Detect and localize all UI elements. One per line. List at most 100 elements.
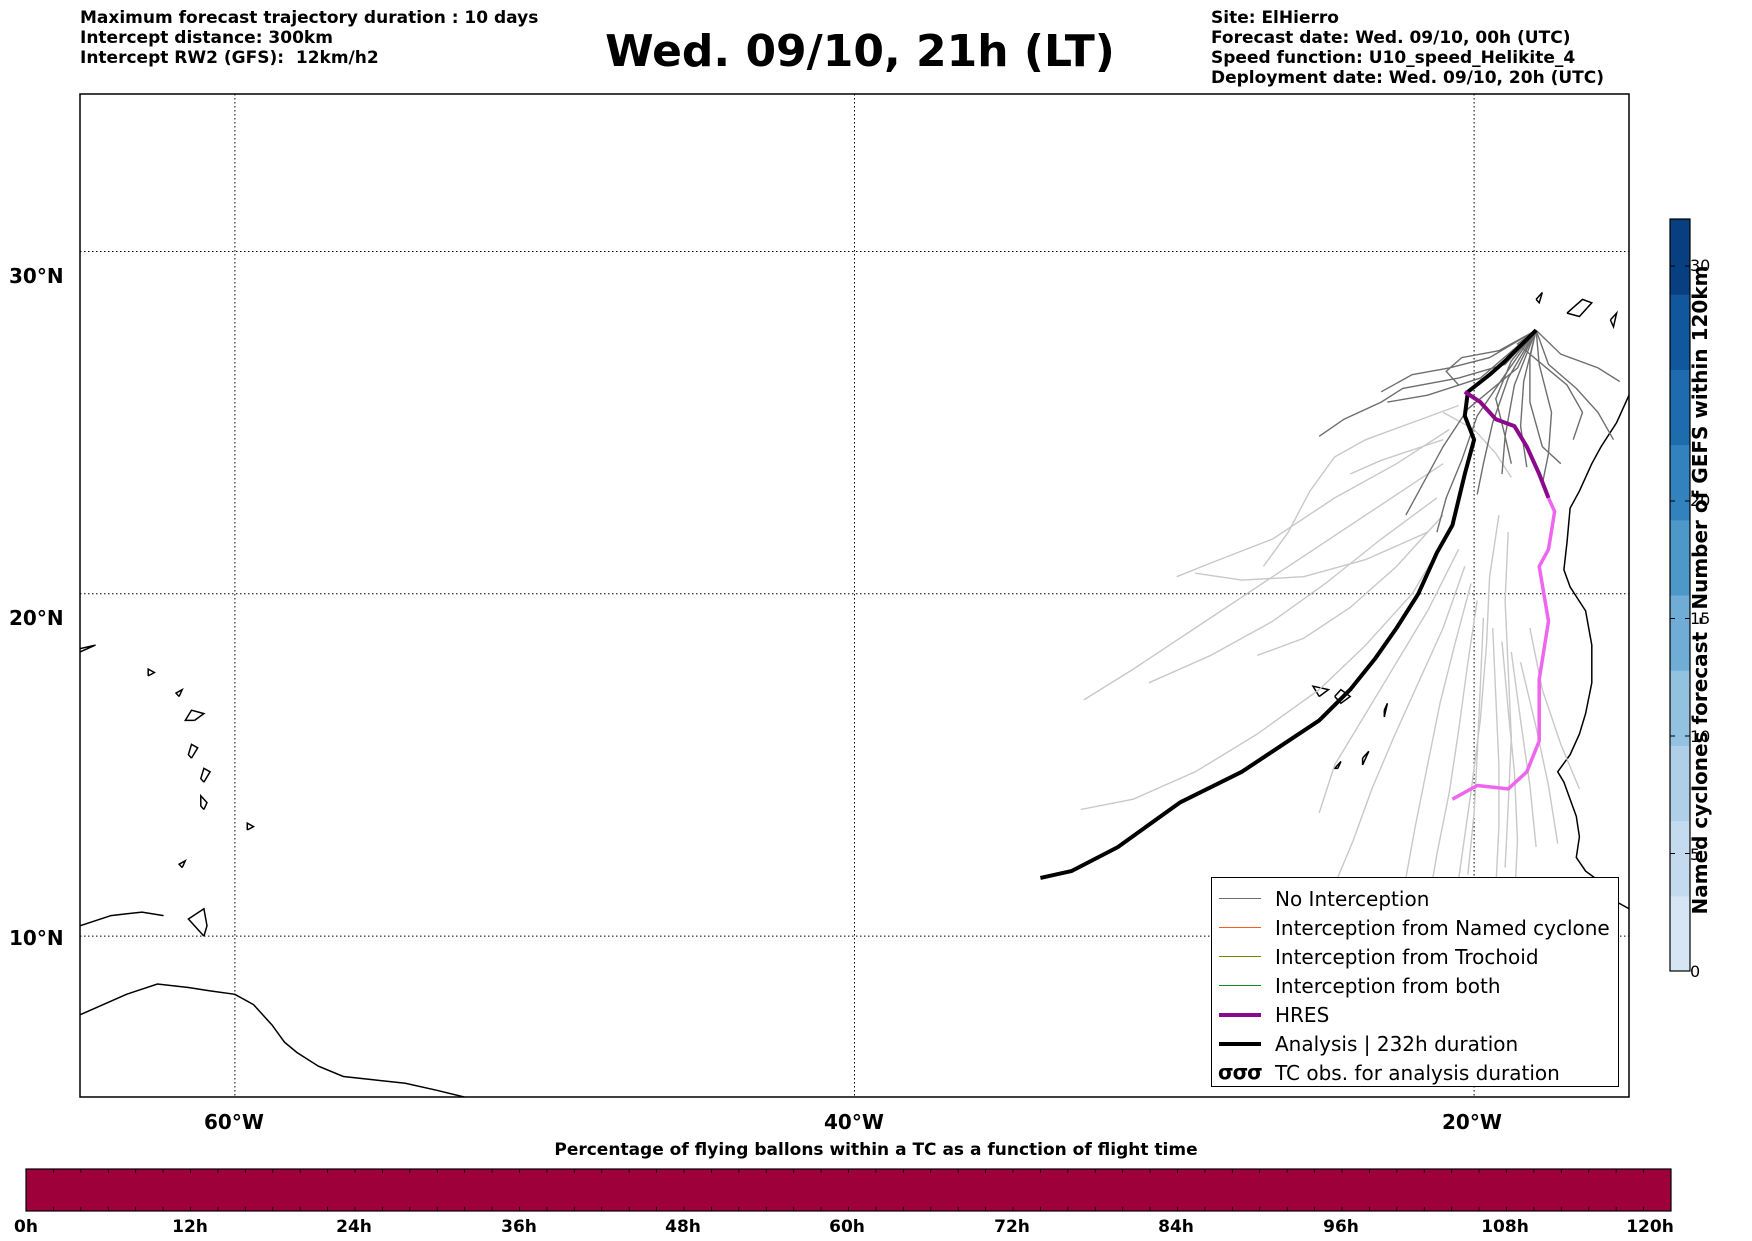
coastline xyxy=(199,767,212,783)
coastline xyxy=(174,687,184,698)
no-interception-trajectory xyxy=(1529,330,1562,465)
colorbar-tick-30: 30 xyxy=(1690,256,1711,275)
coastline xyxy=(147,667,156,677)
legend-swatch-no-interception xyxy=(1219,898,1261,899)
colorbar-segment xyxy=(1670,595,1690,671)
legend-label-both: Interception from both xyxy=(1275,974,1501,998)
legend-label-trochoid: Interception from Trochoid xyxy=(1275,945,1539,969)
colorbar-tick-10: 10 xyxy=(1690,727,1711,746)
light-trajectory xyxy=(1510,651,1537,848)
coastline xyxy=(80,911,164,927)
colorbar-segment xyxy=(1670,219,1690,295)
coastline xyxy=(1535,291,1544,305)
light-trajectory xyxy=(1318,548,1460,814)
colorbar-frame xyxy=(1669,218,1691,972)
coastline xyxy=(246,821,256,831)
coastline xyxy=(187,743,199,759)
page-title: Wed. 09/10, 21h (LT) xyxy=(605,26,1115,77)
bar-tick-36h: 36h xyxy=(501,1217,537,1237)
legend-label-no-interception: No Interception xyxy=(1275,887,1430,911)
header-left-line-2: Intercept distance: 300km xyxy=(80,28,333,48)
light-trajectory xyxy=(1080,531,1450,811)
no-interception-trajectory xyxy=(1387,329,1537,403)
light-trajectory xyxy=(1083,463,1444,701)
legend-item-hres: HRES xyxy=(1212,1001,1618,1029)
legend-label-hres: HRES xyxy=(1275,1003,1330,1027)
percentage-bar xyxy=(25,1168,1672,1212)
tc-obs-symbol-icon: σσσ xyxy=(1218,1060,1263,1084)
legend-item-tc-obs: σσσ TC obs. for analysis duration xyxy=(1212,1059,1618,1087)
coastline xyxy=(1361,750,1370,766)
header-right-line-2: Forecast date: Wed. 09/10, 00h (UTC) xyxy=(1211,28,1571,48)
legend-item-analysis: Analysis | 232h duration xyxy=(1212,1030,1618,1058)
colorbar-segment xyxy=(1670,670,1690,746)
header-right-line-1: Site: ElHierro xyxy=(1211,8,1339,28)
bar-tick-96h: 96h xyxy=(1323,1217,1359,1237)
colorbar-segment xyxy=(1670,294,1690,370)
legend-swatch-trochoid xyxy=(1219,956,1261,957)
lat-label-30: 30°N xyxy=(9,264,64,288)
legend-swatch-both xyxy=(1219,985,1261,986)
light-trajectory xyxy=(1519,662,1559,844)
coastline xyxy=(1333,760,1342,770)
legend-label-analysis: Analysis | 232h duration xyxy=(1275,1032,1519,1056)
map-frame xyxy=(79,93,1630,1098)
colorbar-segment xyxy=(1670,820,1690,897)
legend-item-trochoid: Interception from Trochoid xyxy=(1212,943,1618,971)
light-trajectory xyxy=(1402,583,1472,896)
header-left-line-1: Maximum forecast trajectory duration : 1… xyxy=(80,8,539,28)
hres-line-extended xyxy=(1451,497,1557,801)
legend-item-no-interception: No Interception xyxy=(1212,885,1618,913)
coastline xyxy=(1566,298,1594,318)
light-trajectory xyxy=(1262,404,1459,567)
bar-tick-72h: 72h xyxy=(994,1217,1030,1237)
colorbar-segment xyxy=(1670,444,1690,521)
light-trajectory xyxy=(1256,514,1444,657)
light-trajectory xyxy=(1349,439,1444,475)
bar-tick-12h: 12h xyxy=(172,1217,208,1237)
no-interception-trajectory xyxy=(1516,329,1584,440)
light-trajectory xyxy=(1334,566,1466,886)
no-interception-trajectory xyxy=(1318,329,1537,437)
lat-label-10: 10°N xyxy=(9,926,64,950)
no-interception-trajectory xyxy=(1535,329,1615,441)
no-interception-trajectory xyxy=(1405,329,1537,516)
coastline xyxy=(177,859,187,869)
light-trajectory xyxy=(1454,514,1500,902)
legend-item-named-cyclone: Interception from Named cyclone xyxy=(1212,914,1618,942)
lat-label-20: 20°N xyxy=(9,606,64,630)
coastline xyxy=(1383,702,1389,718)
map-legend: No Interception Interception from Named … xyxy=(1211,877,1619,1087)
legend-label-named-cyclone: Interception from Named cyclone xyxy=(1275,916,1610,940)
coastline xyxy=(200,793,208,810)
light-trajectory xyxy=(1529,627,1581,790)
bar-tick-0h: 0h xyxy=(14,1217,38,1237)
lon-label-40w: 40°W xyxy=(824,1110,884,1134)
no-interception-trajectory xyxy=(1436,329,1537,533)
light-trajectories xyxy=(1080,404,1581,909)
bar-tick-84h: 84h xyxy=(1158,1217,1194,1237)
colorbar-segment xyxy=(1670,519,1690,596)
light-trajectory xyxy=(1148,497,1438,684)
coastline xyxy=(1645,299,1667,313)
no-interception-trajectories xyxy=(1318,329,1621,533)
percentage-bar-frame xyxy=(25,1168,1672,1212)
no-interception-trajectory xyxy=(1535,330,1553,485)
light-trajectory xyxy=(1504,532,1513,868)
light-trajectory xyxy=(1176,428,1450,578)
hres-track xyxy=(1451,390,1557,801)
light-trajectory xyxy=(1501,641,1519,902)
header-right-line-4: Deployment date: Wed. 09/10, 20h (UTC) xyxy=(1211,68,1605,88)
colorbar-tick-15: 15 xyxy=(1690,609,1711,628)
legend-label-tc-obs: TC obs. for analysis duration xyxy=(1275,1061,1560,1085)
lon-label-20w: 20°W xyxy=(1442,1110,1502,1134)
legend-swatch-named-cyclone xyxy=(1219,927,1261,928)
header-right-line-3: Speed function: U10_speed_Helikite_4 xyxy=(1211,48,1576,68)
colorbar-segment xyxy=(1670,895,1690,972)
no-interception-trajectory xyxy=(1445,329,1537,386)
bar-tick-108h: 108h xyxy=(1481,1217,1529,1237)
colorbar-segment xyxy=(1670,745,1690,822)
light-trajectory xyxy=(1467,617,1485,875)
light-trajectory xyxy=(1426,600,1478,909)
coastline xyxy=(1609,310,1618,330)
